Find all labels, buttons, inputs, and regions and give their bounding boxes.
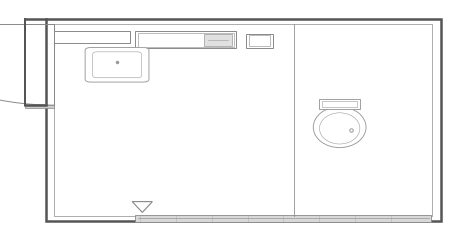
- FancyBboxPatch shape: [93, 52, 141, 78]
- Bar: [54, 31, 130, 43]
- Bar: [138, 33, 234, 47]
- Bar: [322, 101, 357, 107]
- Bar: [135, 215, 431, 222]
- Bar: [25, 105, 54, 108]
- Bar: [135, 31, 236, 48]
- Bar: [246, 34, 273, 48]
- Bar: [249, 35, 270, 46]
- Polygon shape: [132, 202, 152, 212]
- FancyBboxPatch shape: [85, 48, 149, 82]
- Ellipse shape: [319, 113, 360, 144]
- Bar: [54, 24, 432, 216]
- Ellipse shape: [313, 107, 366, 148]
- Bar: [319, 99, 360, 109]
- Bar: [46, 19, 441, 221]
- Bar: [204, 34, 232, 46]
